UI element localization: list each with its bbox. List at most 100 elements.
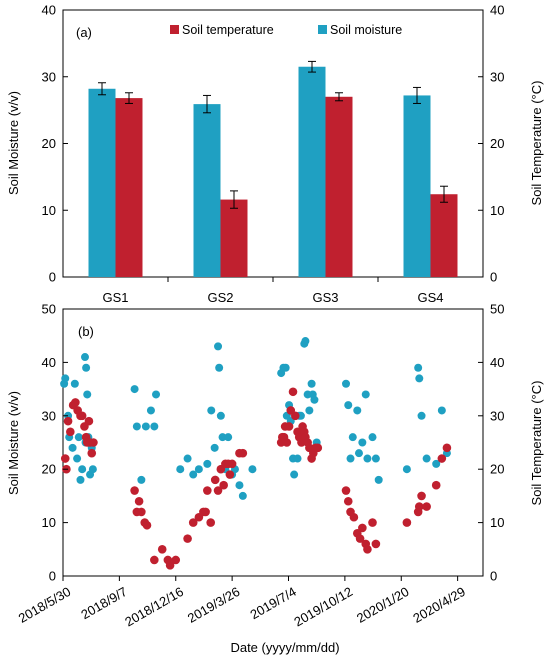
- point-soil-moisture: [342, 379, 351, 388]
- panel-b: (b) 0 10 20 30 40 50 0 10 20 30 40 50 2018/5/30 2018/…: [6, 302, 544, 656]
- point-soil-temperature: [422, 502, 431, 511]
- panel-b-label: (b): [78, 324, 94, 339]
- point-soil-moisture: [74, 433, 83, 442]
- x-tick-label: 2019/10/12: [291, 584, 355, 630]
- y2-tick-label: 40: [490, 355, 504, 370]
- panel-a-bars: [88, 60, 458, 278]
- panel-b-points: [60, 337, 452, 570]
- point-soil-moisture: [218, 433, 227, 442]
- point-soil-temperature: [288, 387, 298, 397]
- point-soil-moisture: [437, 406, 446, 415]
- point-soil-moisture: [210, 443, 219, 452]
- point-soil-moisture: [214, 342, 223, 351]
- point-soil-temperature: [157, 545, 167, 554]
- point-soil-moisture: [194, 465, 203, 474]
- x-tick-label: 2019/3/26: [185, 584, 243, 626]
- bar-soil-temperature: [220, 199, 248, 277]
- point-soil-moisture: [414, 363, 423, 372]
- point-soil-moisture: [137, 475, 146, 484]
- point-soil-moisture: [88, 465, 97, 474]
- point-soil-temperature: [358, 523, 367, 533]
- point-soil-temperature: [219, 480, 228, 490]
- point-soil-temperature: [341, 486, 351, 495]
- point-soil-temperature: [371, 539, 381, 549]
- x-tick-label: GS1: [102, 290, 128, 305]
- point-soil-moisture: [203, 459, 212, 468]
- point-soil-moisture: [130, 385, 139, 394]
- point-soil-temperature: [442, 443, 452, 453]
- point-soil-temperature: [227, 459, 237, 469]
- y2-tick-label: 20: [490, 136, 504, 151]
- point-soil-temperature: [137, 507, 146, 517]
- bar-soil-temperature: [325, 96, 353, 278]
- point-soil-temperature: [290, 411, 300, 421]
- point-soil-temperature: [63, 416, 73, 426]
- x-tick-label: 2018/12/16: [122, 584, 186, 630]
- y2-tick-label: 0: [490, 270, 497, 285]
- point-soil-moisture: [368, 433, 377, 442]
- point-soil-temperature: [431, 480, 441, 490]
- point-soil-moisture: [344, 401, 353, 410]
- point-soil-temperature: [225, 470, 235, 479]
- point-soil-moisture: [76, 475, 85, 484]
- y2-tick-label: 30: [490, 408, 504, 423]
- point-soil-moisture: [78, 465, 87, 474]
- point-soil-temperature: [206, 518, 216, 527]
- y2-tick-label: 20: [490, 462, 504, 477]
- x-tick-label: GS2: [207, 290, 233, 305]
- point-soil-temperature: [414, 502, 424, 511]
- legend-moisture-swatch: [318, 25, 327, 34]
- y2-tick-label: 40: [490, 3, 504, 18]
- panel-b-y2-axis-title: Soil Temperature (°C): [529, 381, 544, 506]
- bar-soil-moisture: [403, 95, 431, 277]
- point-soil-temperature: [60, 454, 70, 463]
- x-tick-label: 2020/1/20: [354, 584, 412, 626]
- point-soil-temperature: [188, 518, 198, 527]
- point-soil-moisture: [353, 406, 362, 415]
- point-soil-temperature: [284, 422, 294, 431]
- y-tick-label: 40: [42, 3, 56, 18]
- point-soil-temperature: [368, 518, 377, 527]
- point-soil-moisture: [83, 390, 92, 399]
- y-tick-label: 0: [49, 270, 56, 285]
- point-soil-moisture: [183, 454, 192, 463]
- bar-soil-temperature: [430, 194, 458, 277]
- point-soil-moisture: [80, 353, 89, 362]
- y-tick-label: 20: [42, 462, 56, 477]
- point-soil-moisture: [141, 422, 150, 431]
- point-soil-temperature: [84, 416, 94, 426]
- point-soil-moisture: [358, 438, 367, 447]
- point-soil-temperature: [71, 398, 80, 407]
- point-soil-moisture: [82, 363, 91, 372]
- point-soil-moisture: [374, 475, 383, 484]
- point-soil-moisture: [68, 443, 77, 452]
- point-soil-moisture: [301, 337, 310, 346]
- point-soil-temperature: [417, 491, 426, 501]
- y-tick-label: 30: [42, 69, 56, 84]
- point-soil-moisture: [363, 454, 372, 463]
- point-soil-temperature: [355, 534, 365, 543]
- y2-tick-label: 50: [490, 302, 504, 317]
- point-soil-temperature: [134, 496, 144, 506]
- point-soil-temperature: [171, 555, 181, 565]
- y-tick-label: 10: [42, 203, 56, 218]
- panel-a-y-axis-title: Soil Moisture (v/v): [6, 91, 21, 195]
- point-soil-moisture: [235, 481, 244, 490]
- point-soil-temperature: [343, 496, 353, 506]
- point-soil-temperature: [282, 438, 292, 447]
- point-soil-moisture: [415, 374, 424, 383]
- panel-a-y2-axis-title: Soil Temperature (°C): [529, 81, 544, 206]
- point-soil-moisture: [132, 422, 141, 431]
- y2-tick-label: 10: [490, 515, 504, 530]
- point-soil-temperature: [142, 520, 152, 530]
- point-soil-temperature: [213, 486, 223, 495]
- point-soil-moisture: [146, 406, 155, 415]
- point-soil-moisture: [216, 411, 225, 420]
- y2-tick-label: 0: [490, 569, 497, 584]
- point-soil-moisture: [290, 470, 299, 479]
- point-soil-temperature: [130, 486, 139, 495]
- point-soil-temperature: [87, 448, 97, 458]
- panel-a-legend: Soil temperature Soil moisture: [170, 23, 402, 37]
- point-soil-moisture: [215, 363, 224, 372]
